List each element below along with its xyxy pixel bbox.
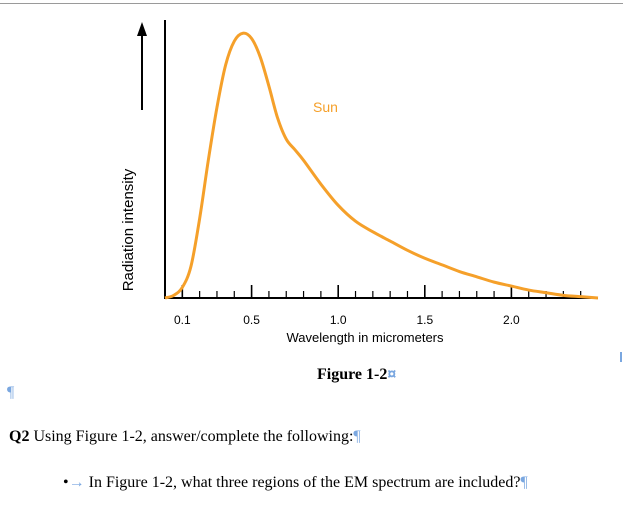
chart-labels: Wavelength in micrometers Radiation inten… [120,168,444,345]
chart-tick-labels: 0.1 0.5 1.0 1.5 2.0 [174,313,520,327]
x-tick-label: 1.5 [416,313,433,327]
chart-axes [137,20,598,299]
y-arrow-head [137,22,147,36]
bullet-item[interactable]: •→ In Figure 1-2, what three regions of … [63,474,528,492]
margin-marker [620,352,622,362]
question-label: Q2 [9,428,30,445]
top-rule [0,3,623,4]
chart-series: Sun [164,31,599,300]
empty-paragraph-mark: ¶ [7,384,15,401]
bullet-text: In Figure 1-2, what three regions of the… [88,474,521,491]
tab-arrow-icon: → [68,474,85,491]
y-axis-label: Radiation intensity [120,168,137,291]
cell-end-mark: ¤ [387,366,397,383]
paragraph-mark: ¶ [520,474,528,491]
question-text: Using Figure 1-2, answer/complete the fo… [33,428,354,445]
x-tick-label: 2.0 [503,313,520,327]
paragraph-mark: ¶ [353,428,361,445]
chart-ticks [181,285,582,298]
bullet-icon: • [63,474,69,491]
series-line-sun [164,31,599,300]
x-tick-label: 1.0 [330,313,347,327]
x-tick-label: 0.5 [243,313,260,327]
radiation-chart: 0.1 0.5 1.0 1.5 2.0 Sun Wavelength in microm… [120,20,599,345]
series-label-sun: Sun [313,99,338,115]
figure-caption: Figure 1-2¤ [317,366,396,384]
figure-caption-text: Figure 1-2 [317,366,388,383]
x-tick-label: 0.1 [174,313,191,327]
x-axis-label: Wavelength in micrometers [286,330,444,345]
question-paragraph[interactable]: Q2 Using Figure 1-2, answer/complete the… [9,428,361,446]
